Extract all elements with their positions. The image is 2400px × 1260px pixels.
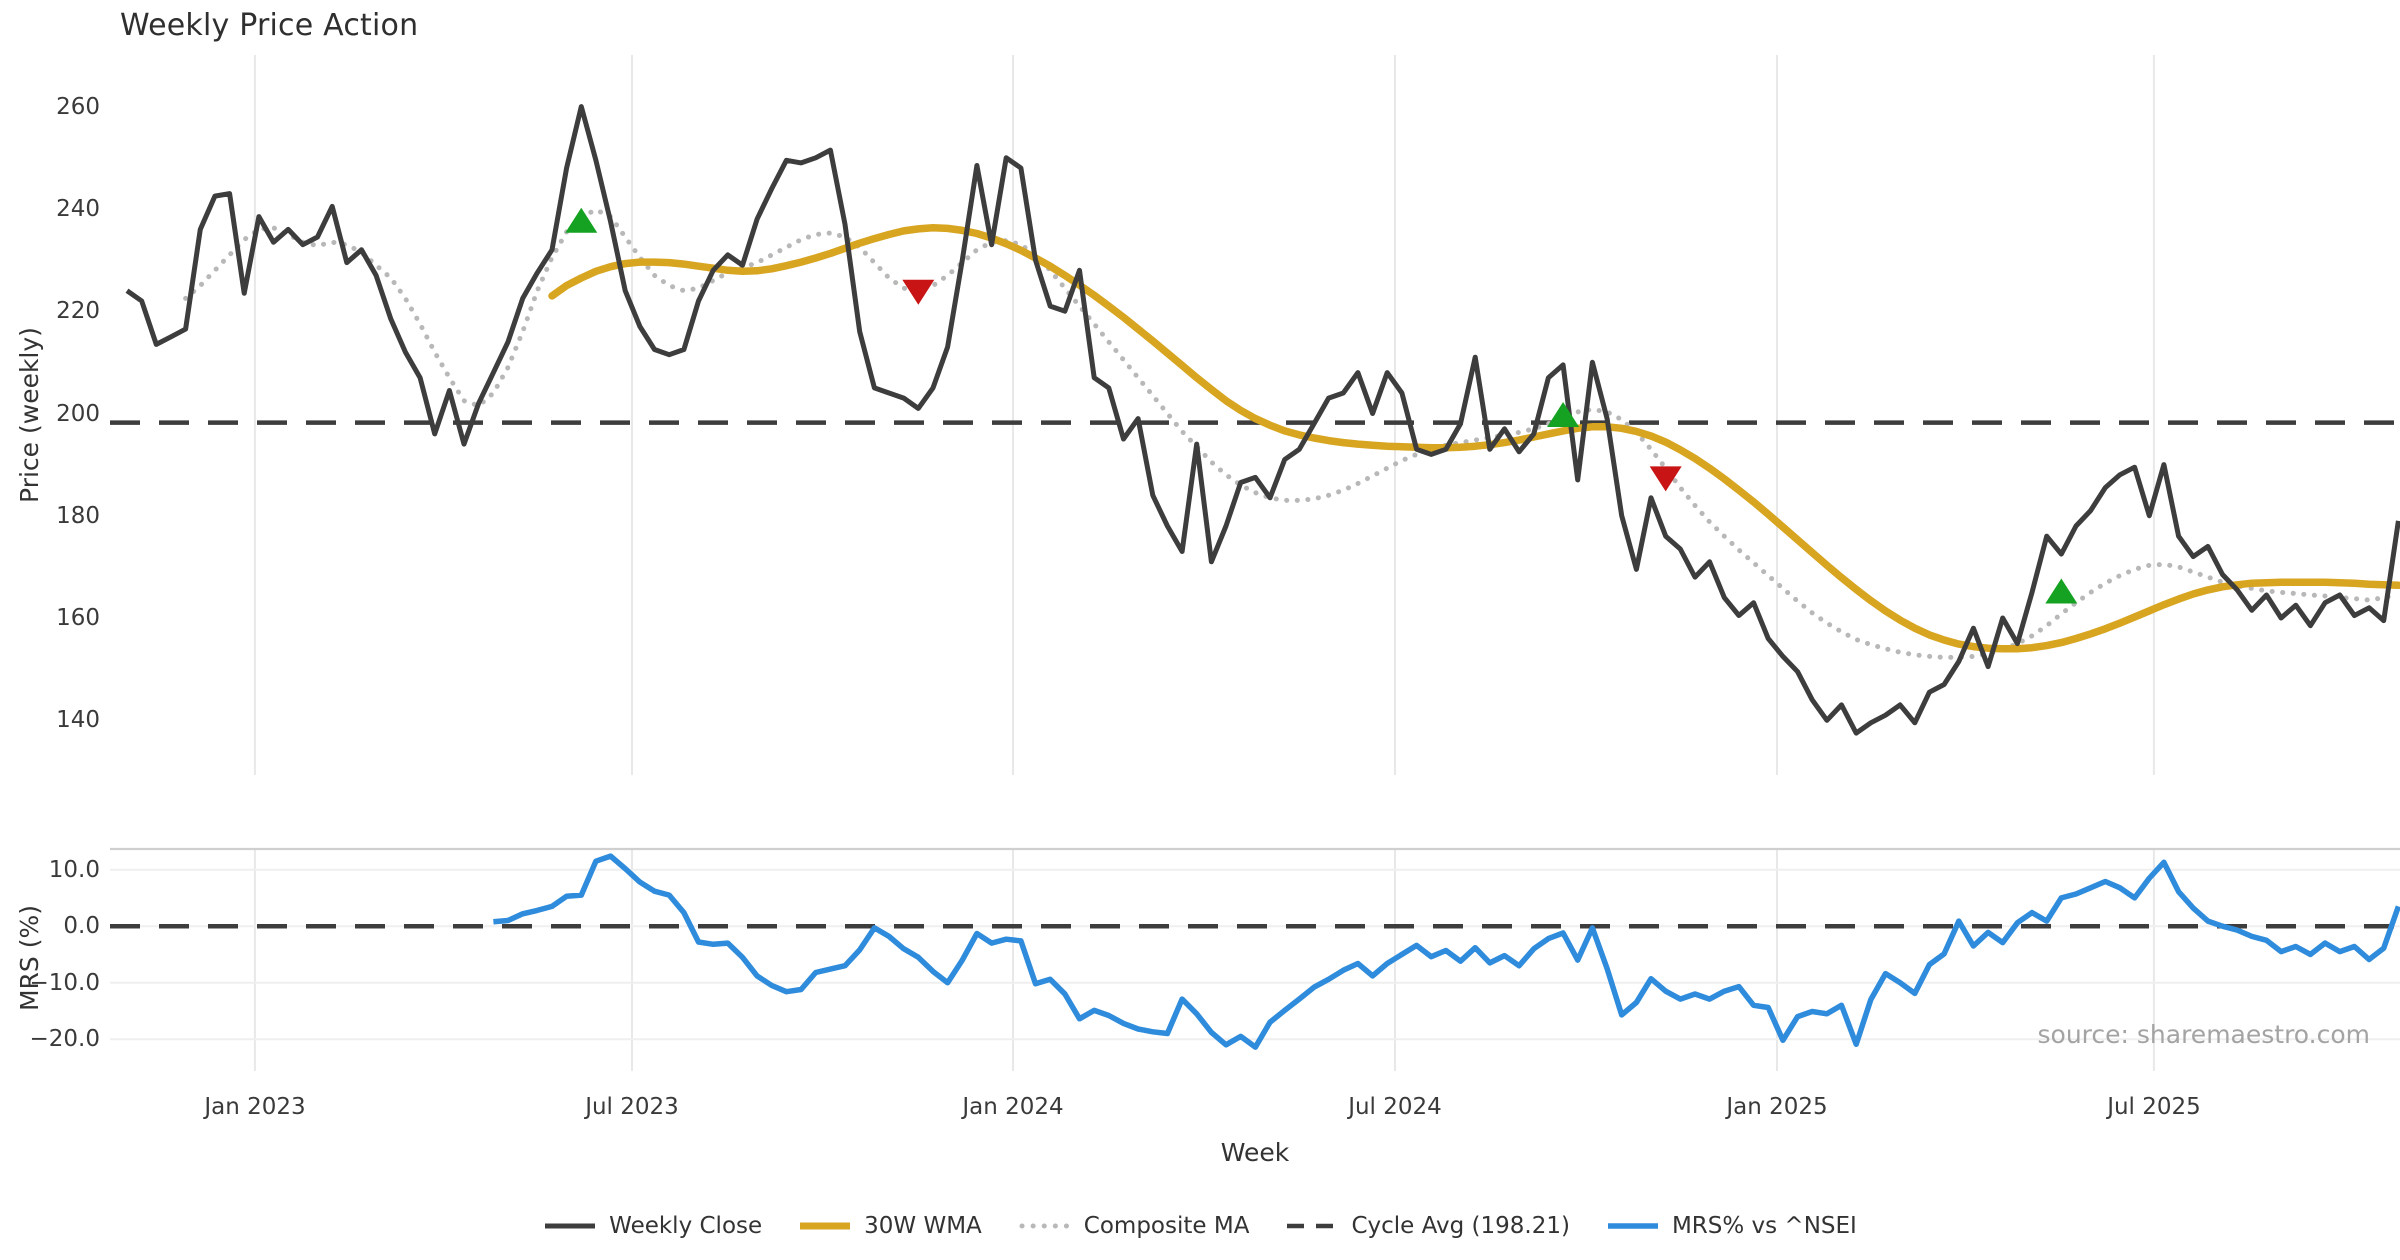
price-axis-tick: 220 [56, 298, 100, 324]
legend-item-weekly-close: Weekly Close [543, 1213, 762, 1239]
price-axis-tick: 180 [56, 503, 100, 529]
mrs-line-swatch [1607, 1223, 1658, 1229]
mrs-axis-tick: −20.0 [29, 1026, 100, 1052]
mrs-axis-tick: 10.0 [48, 857, 100, 883]
price-axis-tick: 260 [56, 94, 100, 120]
composite-line-swatch [1019, 1223, 1072, 1229]
legend-item-composite: Composite MA [1018, 1213, 1250, 1239]
legend-label: Weekly Close [609, 1213, 763, 1239]
price-axis-tick: 200 [56, 401, 100, 427]
legend-label: Composite MA [1083, 1213, 1250, 1239]
legend-item-wma: 30W WMA [798, 1213, 982, 1239]
x-axis-tick: Jan 2023 [204, 1094, 306, 1120]
price-axis-label: Price (weekly) [15, 327, 44, 503]
x-axis-tick: Jan 2025 [1726, 1094, 1828, 1120]
price-axis-tick: 140 [56, 707, 100, 733]
mrs-axis-tick: −10.0 [29, 970, 100, 996]
chart-legend: Weekly Close 30W WMA Composite MA Cycle … [0, 1213, 2400, 1239]
x-axis-label: Week [1220, 1138, 1290, 1167]
price-axis-tick: 240 [56, 196, 100, 222]
chart-title: Weekly Price Action [120, 8, 419, 43]
legend-item-cycle-avg: Cycle Avg (198.21) [1285, 1213, 1570, 1239]
mrs-axis-tick: 0.0 [63, 913, 100, 939]
wma-line-swatch [800, 1222, 851, 1230]
x-axis-tick: Jul 2024 [1348, 1094, 1442, 1120]
x-axis-tick: Jul 2025 [2107, 1094, 2201, 1120]
legend-label: MRS% vs ^NSEI [1671, 1213, 1857, 1239]
x-axis-tick: Jul 2023 [585, 1094, 679, 1120]
legend-label: 30W WMA [864, 1213, 982, 1239]
cycle-avg-line-swatch [1287, 1223, 1338, 1229]
legend-item-mrs: MRS% vs ^NSEI [1606, 1213, 1857, 1239]
source-note: source: sharemaestro.com [2037, 1020, 2371, 1049]
x-axis-tick: Jan 2024 [962, 1094, 1064, 1120]
price-axis-tick: 160 [56, 605, 100, 631]
mrs-axis-label: MRS (%) [15, 904, 44, 1012]
weekly-close-line-swatch [545, 1223, 596, 1229]
legend-label: Cycle Avg (198.21) [1351, 1213, 1570, 1239]
